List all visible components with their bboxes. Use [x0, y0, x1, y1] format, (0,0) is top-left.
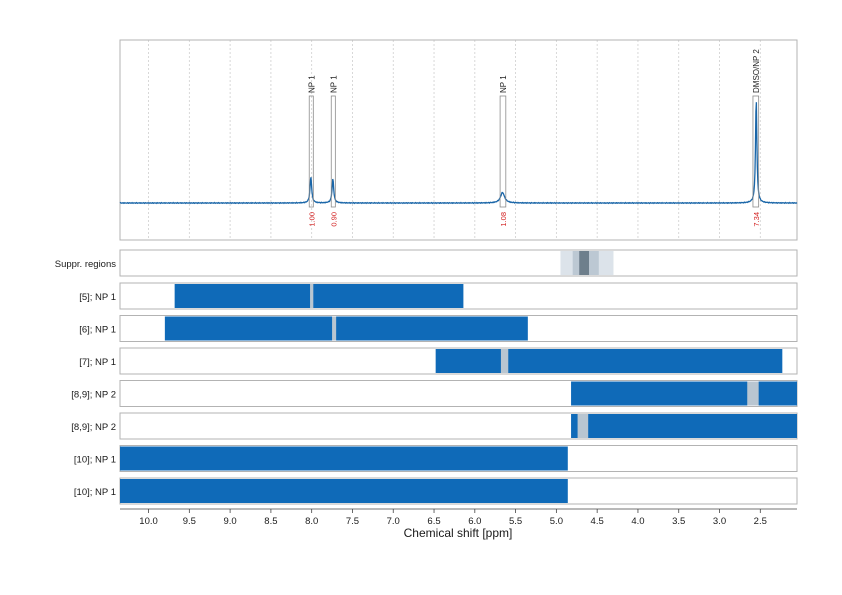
x-tick-label: 9.5	[183, 516, 196, 527]
integral-value: 1.00	[307, 212, 316, 227]
row-bar	[174, 284, 464, 308]
x-axis-label: Chemical shift [ppm]	[404, 526, 513, 540]
x-tick-label: 9.0	[224, 516, 237, 527]
peak-box	[308, 95, 314, 208]
x-tick-label: 6.0	[468, 516, 481, 527]
spectrum-panel	[119, 39, 798, 241]
x-tick-label: 7.0	[387, 516, 400, 527]
row-label: [8,9]; NP 2	[71, 390, 116, 401]
row-gap	[332, 316, 337, 341]
integral-value: 7.34	[752, 212, 761, 227]
x-tick-label: 8.0	[305, 516, 318, 527]
spectrum	[119, 102, 798, 205]
row-label: [7]; NP 1	[79, 357, 116, 368]
suppression-band	[579, 251, 590, 275]
x-tick-label: 6.5	[427, 516, 440, 527]
x-tick-label: 5.0	[550, 516, 563, 527]
x-tick-label: 2.5	[754, 516, 767, 527]
suppression-frame	[119, 249, 798, 277]
suppression-label: Suppr. regions	[55, 259, 117, 270]
x-tick-label: 7.5	[346, 516, 359, 527]
row-bar	[164, 316, 528, 341]
x-tick-label: 4.5	[591, 516, 604, 527]
row-bar	[571, 381, 797, 406]
x-tick-label: 4.0	[631, 516, 644, 527]
row-gap	[577, 414, 589, 438]
row-gap	[747, 381, 759, 406]
suppression-panel: Suppr. regions	[55, 249, 798, 277]
row-label: [10]; NP 1	[74, 455, 116, 466]
peak-box	[330, 95, 336, 208]
integral-value: 1.08	[499, 212, 508, 227]
x-tick-label: 5.5	[509, 516, 522, 527]
row-label: [8,9]; NP 2	[71, 422, 116, 433]
peak-annotations: NP 1 1.00 NP 1 0.90 NP 1 1.08 DMSO/NP 2 7.34	[307, 49, 761, 227]
row-gap	[500, 349, 509, 373]
row-bar	[435, 349, 783, 373]
peak-label: DMSO/NP 2	[752, 49, 761, 93]
x-axis: 10.0 9.5 9.0 8.5 8.0 7.5 7.0 6.5 6.0 5.5 5.0 4.5 4.0…	[120, 508, 797, 527]
x-tick-label: 10.0	[139, 516, 158, 527]
x-tick-label: 3.0	[713, 516, 726, 527]
row-gap	[310, 284, 314, 308]
row-bar	[571, 414, 797, 438]
x-tick-label: 3.5	[672, 516, 685, 527]
spectrum-line	[119, 102, 798, 205]
peak-box	[499, 95, 507, 208]
row-bar	[120, 479, 568, 503]
peak-label: NP 1	[307, 75, 316, 93]
grid	[148, 40, 761, 240]
row-label: [10]; NP 1	[74, 487, 116, 498]
row-label: [6]; NP 1	[79, 325, 116, 336]
assignment-rows: [5]; NP 1 [6]; NP 1 [7]; NP 1 [8,9]; NP 2 [8…	[71, 282, 798, 505]
integral-value: 0.90	[329, 212, 338, 227]
row-label: [5]; NP 1	[79, 292, 116, 303]
row-bar	[120, 446, 568, 471]
peak-label: NP 1	[499, 75, 508, 93]
peak-label: NP 1	[329, 75, 338, 93]
x-tick-label: 8.5	[264, 516, 277, 527]
peak-box	[752, 95, 760, 208]
